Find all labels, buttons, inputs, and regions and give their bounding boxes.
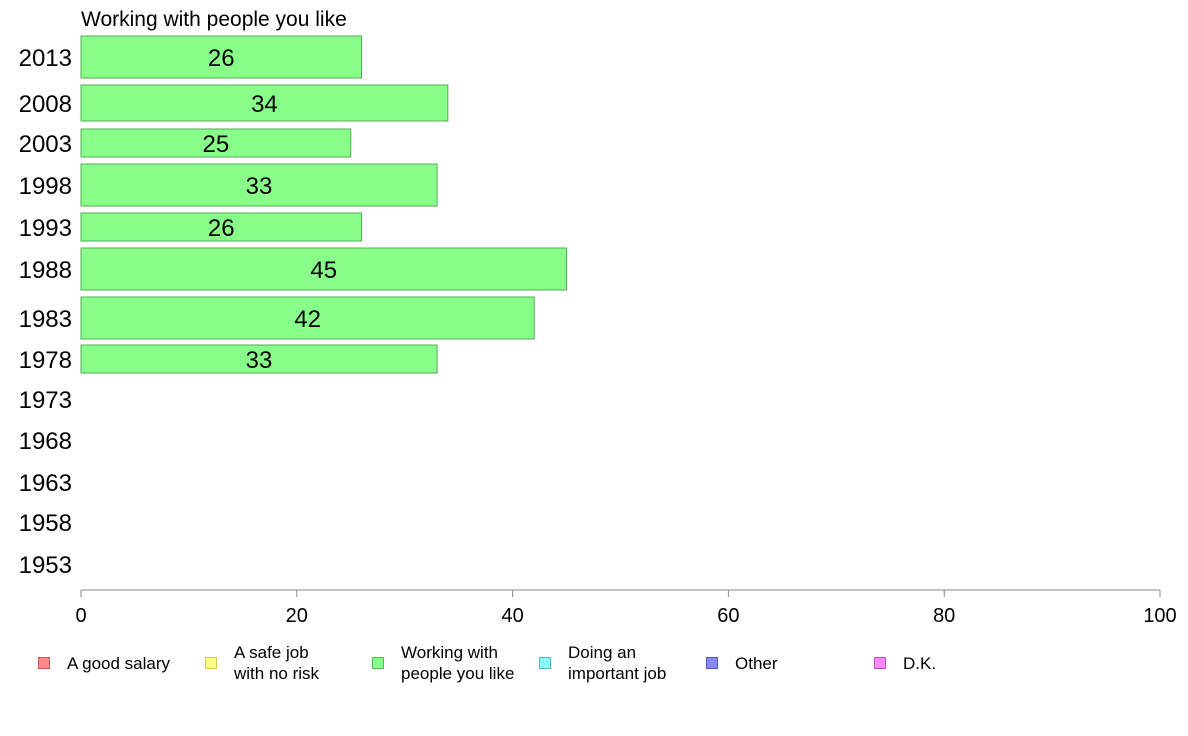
legend-swatch-important-job [539,657,551,669]
bar-value-2003: 25 [203,131,230,158]
x-tick-label-40: 40 [501,605,523,627]
bar-value-1988: 45 [310,257,337,284]
bar-2013 [80,35,363,79]
bar-value-1978: 33 [246,347,273,374]
year-label-2003: 2003 [19,131,72,158]
year-label-2013: 2013 [19,45,72,72]
legend-item-important-job: Doing an important job [539,640,666,686]
bar-1993 [80,212,363,242]
year-label-2008: 2008 [19,91,72,118]
year-label-1963: 1963 [19,470,72,497]
year-label-1978: 1978 [19,347,72,374]
bar-value-2013: 26 [208,45,235,72]
x-tick-label-60: 60 [717,605,739,627]
legend-item-good-salary: A good salary [38,640,170,686]
legend-swatch-safe-job [205,657,217,669]
year-label-1958: 1958 [19,510,72,537]
x-tick-label-100: 100 [1143,605,1176,627]
legend-item-safe-job: A safe job with no risk [205,640,319,686]
legend-swatch-other [706,657,718,669]
bar-2008 [80,84,449,122]
legend-label-dk: D.K. [903,653,937,673]
legend-label-working-with-people: Working with people you like [401,643,515,683]
legend-swatch-working-with-people [372,657,384,669]
year-label-1998: 1998 [19,173,72,200]
legend-item-dk: D.K. [874,640,936,686]
year-label-1983: 1983 [19,306,72,333]
legend-item-working-with-people: Working with people you like [372,640,514,686]
year-label-1953: 1953 [19,552,72,579]
legend-swatch-dk [874,657,886,669]
bar-1983 [80,296,535,340]
legend-swatch-good-salary [38,657,50,669]
legend-label-safe-job: A safe job with no risk [234,643,320,683]
x-axis-ticks-group: 0 20 40 60 80 100 [75,590,1177,627]
year-label-1968: 1968 [19,428,72,455]
bars-group: 26 34 25 33 26 45 42 33 [80,35,568,374]
legend-label-good-salary: A good salary [67,653,171,673]
year-label-1993: 1993 [19,215,72,242]
chart-title: Working with people you like [81,8,347,31]
legend-label-important-job: Doing an important job [568,643,667,683]
bar-chart: Working with people you like 26 34 25 33 26 4… [19,8,1177,627]
x-tick-label-20: 20 [286,605,308,627]
bar-value-1998: 33 [246,173,273,200]
x-tick-label-0: 0 [75,605,86,627]
bar-value-1983: 42 [294,306,321,333]
year-label-1973: 1973 [19,387,72,414]
legend-item-other: Other [706,640,778,686]
legend: A good salary A safe job with no risk Wo… [38,640,1158,690]
bar-value-2008: 34 [251,91,278,118]
bar-1998 [80,163,438,207]
x-tick-label-80: 80 [933,605,955,627]
year-label-1988: 1988 [19,257,72,284]
bar-1988 [80,247,568,291]
year-labels-group: 2013 2008 2003 1998 1993 1988 1983 1978 1973 1968… [19,45,72,579]
legend-label-other: Other [735,653,778,673]
bar-2003 [80,128,352,158]
bar-value-1993: 26 [208,215,235,242]
bar-1978 [80,344,438,374]
